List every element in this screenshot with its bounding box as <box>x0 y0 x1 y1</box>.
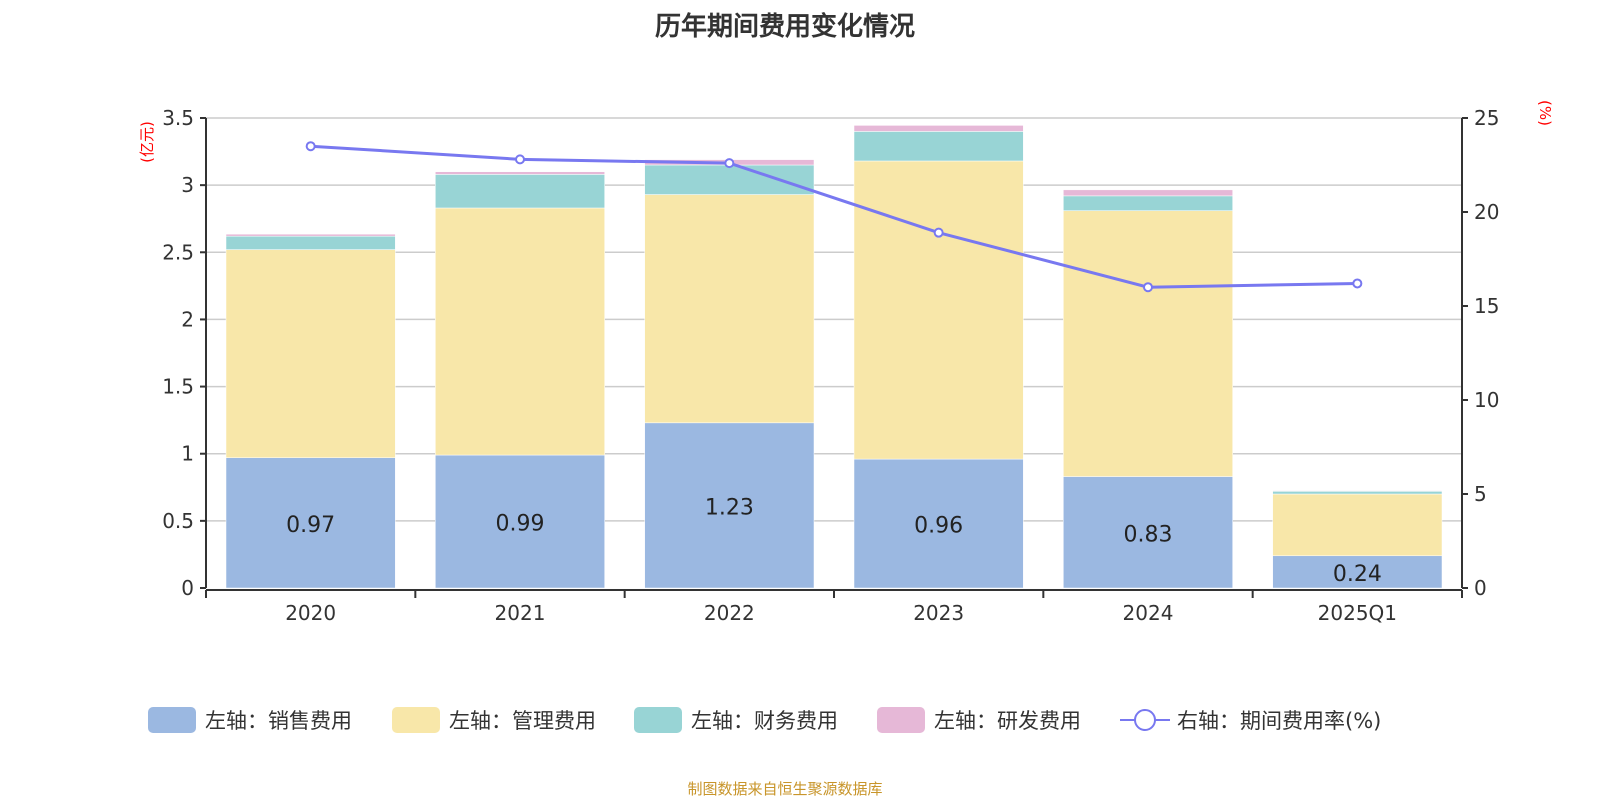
left-tick-label: 3.5 <box>162 106 194 130</box>
bar-segment <box>435 454 605 589</box>
source-note: 制图数据来自恒生聚源数据库 <box>687 780 883 798</box>
bar-segment <box>1272 490 1443 492</box>
bar-segment <box>853 458 1024 589</box>
bar-segment <box>435 174 605 209</box>
left-tick-label: 3 <box>181 173 194 197</box>
legend-swatch <box>877 707 925 733</box>
bar-segment <box>1063 476 1233 589</box>
x-tick-label: 2020 <box>285 601 336 625</box>
legend-label: 左轴：销售费用 <box>205 709 352 733</box>
bar-segment <box>1063 195 1233 211</box>
bar-segment <box>1272 491 1443 495</box>
left-tick-label: 0 <box>181 576 194 600</box>
bar-segment <box>435 207 605 456</box>
bar-segment <box>225 233 396 237</box>
x-tick-label: 2023 <box>913 601 964 625</box>
legend-label: 左轴：管理费用 <box>449 709 596 733</box>
rate-point <box>515 154 525 165</box>
right-tick-label: 25 <box>1474 106 1499 130</box>
legend-circle-icon <box>1134 709 1156 731</box>
bar-segment <box>435 171 605 175</box>
left-tick-label: 2.5 <box>162 240 194 264</box>
left-tick-label: 1.5 <box>162 375 194 399</box>
bar-segment <box>1272 555 1443 589</box>
left-tick-label: 2 <box>181 307 194 331</box>
left-tick-label: 1 <box>181 442 194 466</box>
bar-segment <box>644 422 815 589</box>
right-tick-label: 5 <box>1474 482 1487 506</box>
right-tick-label: 20 <box>1474 200 1499 224</box>
rate-line <box>310 144 1358 289</box>
chart-title: 历年期间费用变化情况 <box>654 12 915 42</box>
rate-point <box>724 158 735 169</box>
x-tick-label: 2025Q1 <box>1318 601 1397 625</box>
x-tick-label: 2024 <box>1123 601 1174 625</box>
bar-segment <box>225 249 396 458</box>
bar-data-label: 0.96 <box>914 514 963 539</box>
bar-data-label: 1.23 <box>705 495 754 520</box>
x-tick-label: 2021 <box>495 601 546 625</box>
right-tick-label: 0 <box>1474 576 1487 600</box>
bar-segment <box>853 131 1024 162</box>
rate-point <box>1143 282 1153 293</box>
legend-label: 右轴：期间费用率(%) <box>1177 709 1381 733</box>
legend-label: 左轴：财务费用 <box>691 709 838 733</box>
legend-swatch <box>634 707 682 733</box>
rate-point <box>305 141 316 152</box>
left-tick-label: 0.5 <box>162 509 194 533</box>
right-tick-label: 15 <box>1474 294 1499 318</box>
legend-swatch <box>392 707 440 733</box>
right-tick-label: 10 <box>1474 388 1499 412</box>
bar-segment <box>225 235 396 250</box>
bar-data-label: 0.24 <box>1333 562 1382 587</box>
bar-data-label: 0.97 <box>286 513 335 538</box>
bar-segment <box>1063 189 1233 197</box>
legend-swatch <box>148 707 196 733</box>
bar-data-label: 0.83 <box>1124 522 1173 547</box>
legend-label: 左轴：研发费用 <box>934 709 1081 733</box>
bar-segment <box>644 194 815 424</box>
bar-segment <box>1272 493 1443 557</box>
bar-data-label: 0.99 <box>496 512 545 537</box>
bar-segment <box>853 125 1024 132</box>
left-axis-label: (亿元) <box>138 121 156 163</box>
rate-point <box>933 227 944 238</box>
bar-segment <box>1063 210 1233 477</box>
x-tick-label: 2022 <box>704 601 755 625</box>
rate-point <box>1352 278 1363 289</box>
bar-segment <box>853 160 1024 460</box>
bar-segment <box>644 164 815 195</box>
right-axis-label: (%) <box>1536 100 1554 126</box>
